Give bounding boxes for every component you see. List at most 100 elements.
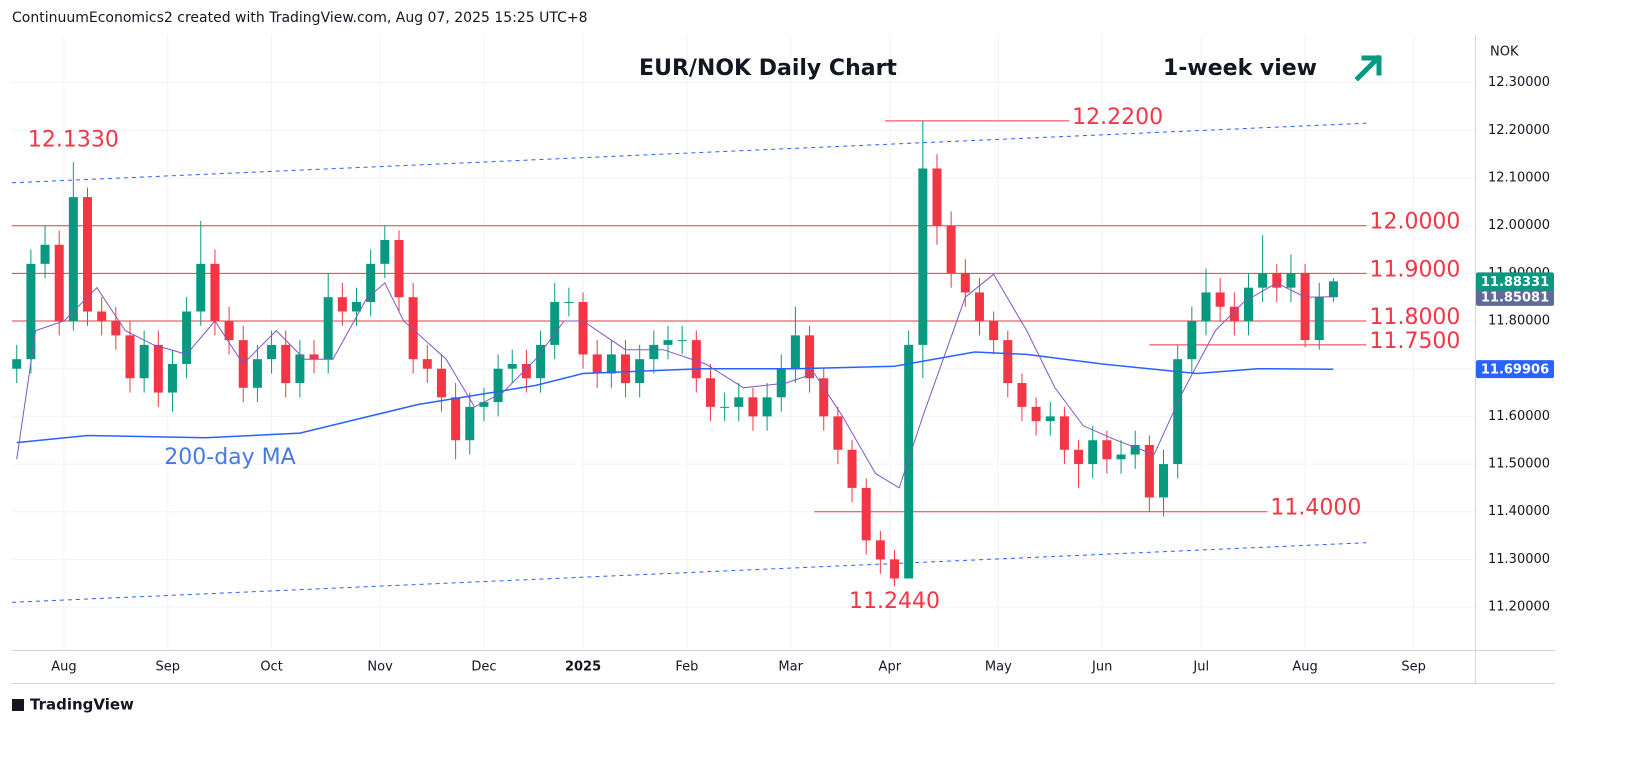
candle-body [762,397,772,417]
y-tick-label: 11.50000 [1488,457,1550,472]
level-label: 11.4000 [1270,496,1361,521]
candle-body [153,344,163,393]
x-tick-label: Sep [155,660,180,675]
plot [12,120,1367,603]
level-label: 11.8000 [1369,305,1460,330]
arrow-icon [1354,54,1382,82]
level-label: 12.0000 [1369,210,1460,235]
candle-body [1074,449,1084,465]
candle-body [1243,287,1253,322]
x-tick-label: Feb [675,660,698,675]
candle-body [182,311,192,364]
candle-body [875,540,885,560]
y-tick-label: 12.00000 [1488,218,1550,233]
candle-body [1116,454,1126,460]
y-tick-label: 11.40000 [1488,504,1550,519]
candle-body [210,263,220,322]
y-tick-label: 11.30000 [1488,552,1550,567]
candle-body [54,244,64,322]
candle-body [196,263,206,312]
candle-body [1187,321,1197,360]
y-tick-label: 12.10000 [1488,171,1550,186]
header: ContinuumEconomics2 created with Trading… [12,10,588,26]
candle-body [734,397,744,407]
candle-body [918,168,928,345]
x-tick-label: Aug [1292,660,1317,675]
candle-body [564,301,574,303]
axis-border [1475,35,1476,683]
trend-line [12,542,1367,603]
candle-body [1215,292,1225,307]
y-tick-label: 11.60000 [1488,409,1550,424]
y-tick-label: 11.20000 [1488,600,1550,615]
ma-line [16,351,1334,444]
candle-body [465,406,475,441]
candle-body [422,359,432,369]
candle-body [337,297,347,312]
candle-body [1286,273,1296,288]
price-tag [1476,360,1554,379]
candle-body [97,311,107,322]
grid [12,35,1475,650]
candle-body [408,297,418,360]
candle-body [267,344,277,360]
candle-body [904,344,914,579]
candle-body [167,363,177,393]
candle-body [1159,464,1169,498]
candle-body [1102,440,1112,460]
candle-body [224,321,234,341]
candle-body [479,402,489,407]
candle-body [309,354,319,360]
currency: NOK [1490,45,1519,60]
candle-body [323,297,333,360]
candle-body [68,197,78,322]
x-tick-label: Nov [367,660,393,675]
ma-label: 200-day MA [164,445,295,470]
candle-body [833,416,843,450]
level-label: 11.9000 [1369,257,1460,282]
candle-body [1300,273,1310,341]
candle-body [295,354,305,384]
x-tick-label: Sep [1401,660,1426,675]
candle-body [861,487,871,541]
footer-logo [12,699,24,711]
candle-body [1059,416,1069,450]
candle-body [1003,340,1013,384]
price-tag [1476,287,1554,306]
x-tick-label: Jul [1192,660,1209,675]
candle-body [507,363,517,369]
candle-body [352,301,362,312]
level-label: 12.2200 [1072,105,1163,130]
level-label: 11.7500 [1369,329,1460,354]
candle-body [578,301,588,355]
trend-line [12,122,1367,184]
candle-body [83,197,93,312]
axis-border [12,650,1555,651]
candle-body [26,263,36,360]
candle-body [1314,297,1324,341]
candle-body [111,321,121,336]
candle-body [536,344,546,379]
candle-body [521,363,531,379]
candle-body [1201,292,1211,322]
candle-body [436,368,446,398]
footer-brand: TradingView [30,696,134,714]
y-tick-label: 12.30000 [1488,75,1550,90]
price-tag-label: 11.88331 [1481,275,1549,290]
candle-body [974,292,984,322]
price-note: 11.2440 [849,589,940,614]
candle-body [125,335,135,379]
candle-body [1031,406,1041,422]
x-tick-label: Dec [471,660,496,675]
candle-body [40,244,50,264]
ma-line [16,273,1334,489]
candle-body [380,240,390,264]
candle-body [748,397,758,417]
candle-body [281,344,291,384]
candle-body [960,273,970,293]
candle-body [1144,445,1154,498]
candle-body [1173,359,1183,465]
chart-title: EUR/NOK Daily Chart [639,56,897,81]
candle-body [1272,273,1282,288]
